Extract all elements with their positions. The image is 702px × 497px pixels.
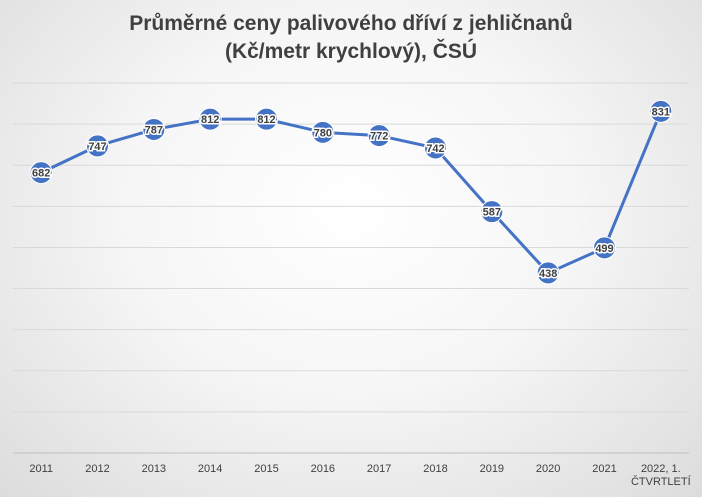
chart-title-line-2: (Kč/metr krychlový), ČSÚ bbox=[224, 40, 478, 63]
data-point bbox=[142, 117, 166, 141]
series-line bbox=[40, 110, 663, 275]
data-point bbox=[424, 136, 447, 160]
x-tick-label: 2014 bbox=[198, 463, 222, 475]
data-label: 438 bbox=[539, 268, 557, 280]
x-tick-label: 2021 bbox=[592, 463, 616, 475]
x-tick-label: 2022, 1. ČTVRTLETÍ bbox=[631, 463, 692, 488]
x-tick-label: 2013 bbox=[142, 463, 166, 475]
data-label: 831 bbox=[652, 106, 670, 118]
x-tick-label: 2017 bbox=[367, 463, 391, 475]
data-point bbox=[198, 107, 222, 131]
data-point bbox=[593, 236, 616, 260]
data-point bbox=[480, 200, 504, 224]
data-label: 772 bbox=[370, 131, 388, 143]
x-tick-label: 2020 bbox=[536, 463, 560, 475]
data-label: 780 bbox=[314, 127, 332, 139]
x-tick-label: 2015 bbox=[254, 463, 278, 475]
data-label: 787 bbox=[145, 124, 163, 136]
data-label: 812 bbox=[257, 114, 275, 126]
data-label: 499 bbox=[595, 243, 613, 255]
data-label: 747 bbox=[88, 141, 106, 153]
data-point bbox=[86, 134, 109, 158]
x-tick-label: 2019 bbox=[480, 463, 504, 475]
data-label: 682 bbox=[32, 168, 50, 180]
data-point bbox=[255, 107, 278, 131]
data-label: 812 bbox=[201, 114, 219, 126]
data-point bbox=[367, 124, 391, 148]
x-tick-label: 2016 bbox=[311, 463, 335, 475]
x-tick-label: 2011 bbox=[29, 463, 53, 475]
data-point bbox=[29, 161, 53, 185]
data-point bbox=[536, 261, 560, 285]
data-point bbox=[649, 99, 673, 123]
data-label: 742 bbox=[426, 143, 444, 155]
chart-title-line-1: Průměrné ceny palivového dříví z jehličn… bbox=[129, 12, 573, 35]
x-tick-label: 2012 bbox=[85, 463, 109, 475]
data-label: 587 bbox=[483, 207, 501, 219]
data-point bbox=[311, 120, 335, 144]
chart-title: Průměrné ceny palivového dříví z jehličn… bbox=[0, 10, 702, 66]
x-tick-label: 2018 bbox=[423, 463, 447, 475]
